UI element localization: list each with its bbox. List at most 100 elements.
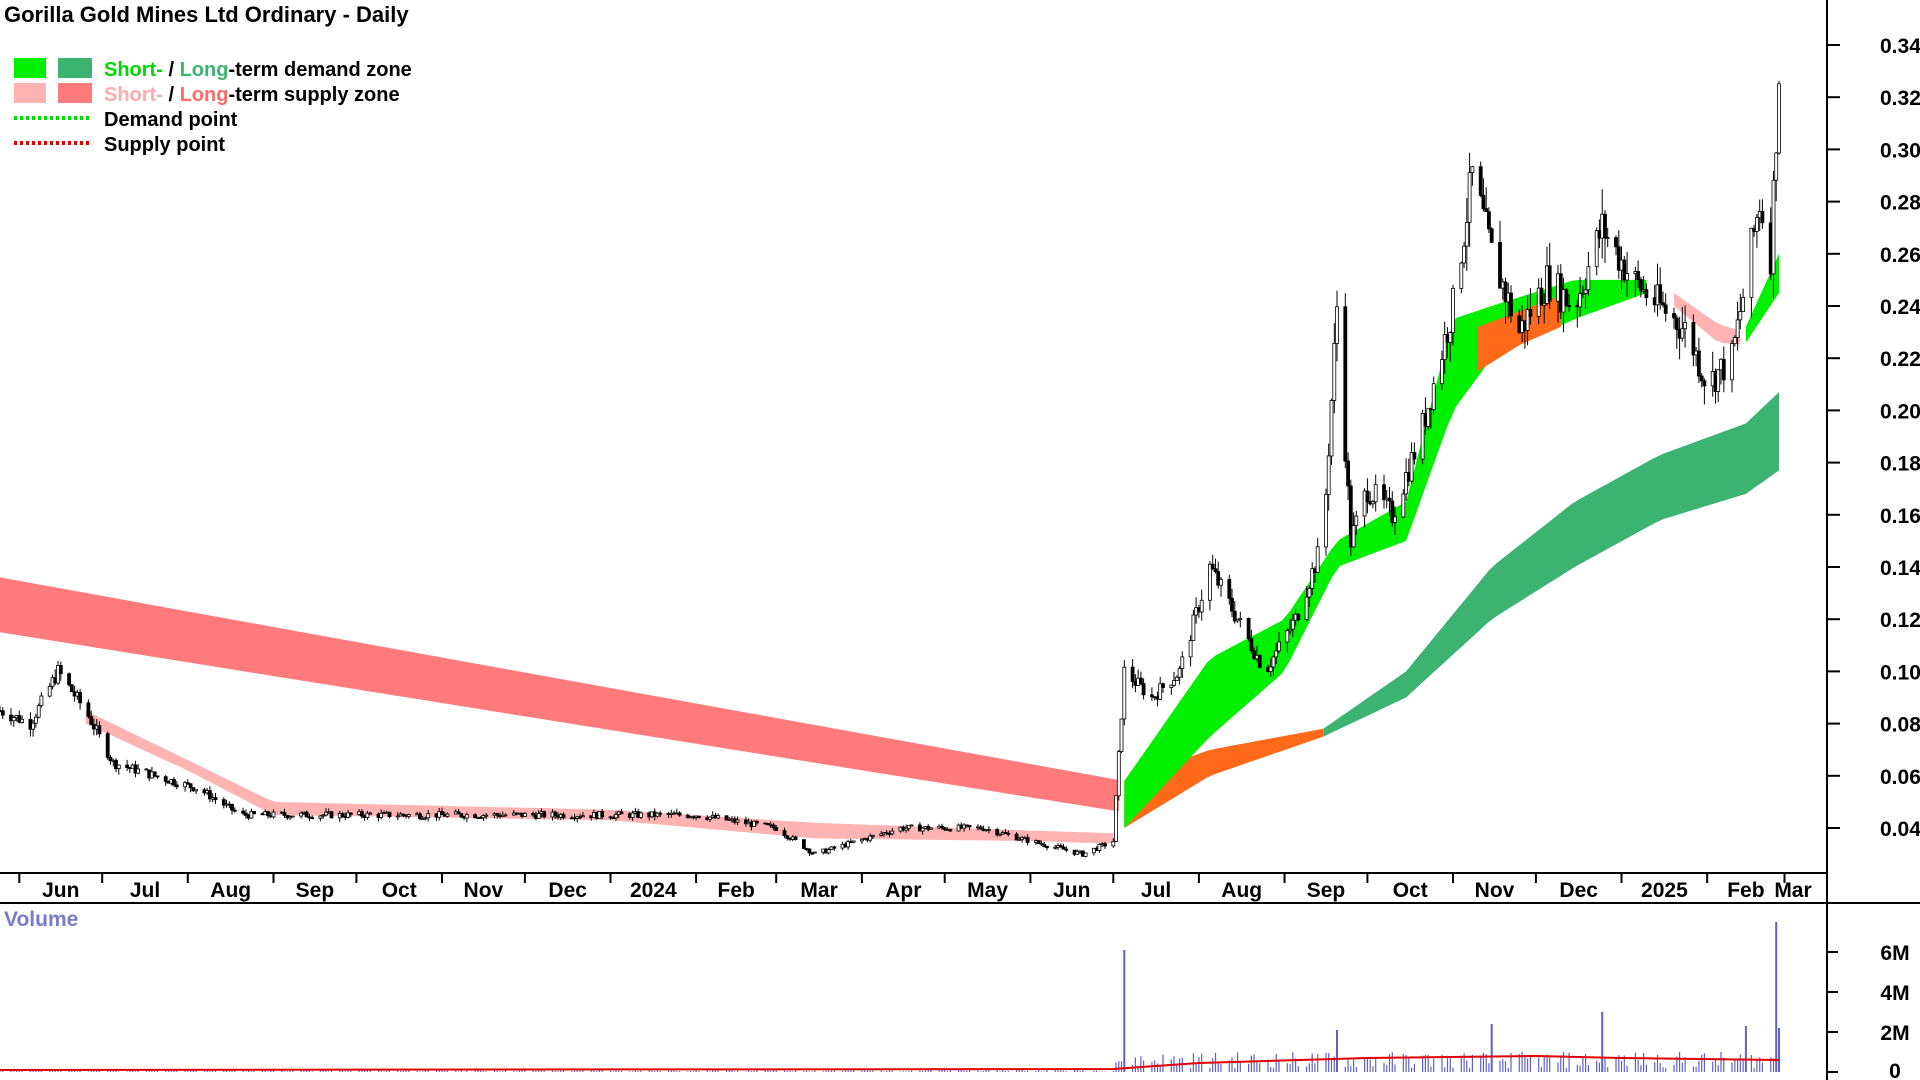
candle-body xyxy=(868,835,873,841)
chart-title: Gorilla Gold Mines Ltd Ordinary - Daily xyxy=(4,2,409,27)
x-tick-label: 2025 xyxy=(1641,879,1688,902)
candle-body xyxy=(163,776,168,782)
candle-body xyxy=(290,815,295,818)
candle-body xyxy=(155,775,160,778)
candle-body xyxy=(1103,843,1107,847)
candle-body xyxy=(310,817,315,819)
candle-body xyxy=(1738,311,1743,321)
candle-body xyxy=(36,705,41,718)
candle-body xyxy=(1172,680,1176,686)
candle-body xyxy=(1489,228,1494,243)
candle-body xyxy=(1614,237,1618,248)
candle-body xyxy=(600,811,605,818)
candle-body xyxy=(1431,383,1436,411)
candle-body xyxy=(619,811,624,815)
y-tick-label: 0.14 xyxy=(1880,557,1920,580)
candle-body xyxy=(78,692,82,704)
candle-body xyxy=(1130,666,1135,682)
candle-body xyxy=(1680,328,1685,339)
candle-body xyxy=(1061,846,1066,850)
candle-body xyxy=(1119,718,1124,752)
candle-body xyxy=(89,716,94,725)
legend-supply-rest: -term supply zone xyxy=(228,84,399,106)
candle-body xyxy=(1227,579,1232,599)
candle-body xyxy=(503,814,508,817)
candle-body xyxy=(1346,460,1350,487)
candle-body xyxy=(1639,279,1643,292)
candle-body xyxy=(348,812,353,815)
candle-body xyxy=(1699,375,1704,382)
candle-body xyxy=(1161,683,1165,688)
candle-body xyxy=(1451,287,1455,333)
candle-body xyxy=(213,797,218,801)
candle-body xyxy=(846,841,850,848)
candle-body xyxy=(1141,683,1146,696)
candle-body xyxy=(1448,332,1453,343)
candle-body xyxy=(697,815,701,819)
legend-supply-short-text: Short- xyxy=(104,84,163,106)
y-tick-label: 0.34 xyxy=(1880,35,1920,58)
long-term-supply-zone xyxy=(0,577,1119,812)
candle-body xyxy=(1252,650,1256,659)
candle-body xyxy=(1111,841,1116,847)
candle-body xyxy=(1180,656,1185,670)
zones-layer xyxy=(0,253,1779,844)
candle-body xyxy=(1730,343,1734,381)
candle-body xyxy=(1285,630,1290,643)
candle-body xyxy=(1412,451,1417,460)
volume-tick-label: 0 xyxy=(1889,1060,1901,1080)
candle-body xyxy=(1097,844,1102,851)
candle-body xyxy=(1442,334,1447,361)
candle-body xyxy=(282,812,287,816)
candle-body xyxy=(1567,305,1571,307)
legend-demand-long-text: Long xyxy=(180,59,229,81)
legend-demand-zone-label: Short- / Long-term demand zone xyxy=(104,59,412,81)
candle-body xyxy=(909,824,914,827)
long-term-transition-zone xyxy=(1124,728,1324,828)
candle-body xyxy=(1616,246,1621,271)
long-term-demand-zone xyxy=(1323,392,1779,737)
candle-body xyxy=(368,812,373,815)
candle-body xyxy=(304,811,309,818)
candle-body xyxy=(1335,306,1339,344)
x-tick-label: Feb xyxy=(1727,879,1764,902)
candle-body xyxy=(1371,501,1375,505)
candle-body xyxy=(940,825,944,829)
legend-long-demand-swatch xyxy=(58,58,92,78)
x-tick-label: Sep xyxy=(1307,879,1346,902)
candle-body xyxy=(1467,172,1472,223)
candle-body xyxy=(230,803,234,811)
x-tick-label: Jul xyxy=(130,879,160,902)
y-tick-label: 0.10 xyxy=(1880,661,1920,684)
x-tick-label: Dec xyxy=(548,879,587,902)
candle-body xyxy=(1150,694,1154,698)
candle-body xyxy=(69,684,74,693)
legend: Short- / Long-term demand zone Short- / … xyxy=(14,58,412,156)
y-tick-label: 0.20 xyxy=(1880,400,1920,423)
candle-body xyxy=(807,848,812,854)
candle-body xyxy=(456,811,461,815)
candles-layer xyxy=(0,80,1781,858)
candle-body xyxy=(998,833,1002,836)
candle-body xyxy=(542,811,547,818)
candle-body xyxy=(785,835,790,839)
candle-body xyxy=(1420,412,1425,460)
candle-body xyxy=(708,816,712,820)
candle-body xyxy=(11,717,16,722)
candle-body xyxy=(810,852,815,855)
legend-demand-point-label: Demand point xyxy=(104,109,238,131)
y-tick-label: 0.26 xyxy=(1880,244,1920,267)
candle-body xyxy=(105,733,110,758)
candle-body xyxy=(1426,408,1431,427)
candle-body xyxy=(1470,166,1475,173)
short-term-supply-zone xyxy=(85,710,1114,844)
candle-body xyxy=(1290,619,1295,630)
candle-body xyxy=(1464,221,1469,247)
candle-body xyxy=(752,820,756,827)
candle-body xyxy=(1409,451,1414,482)
candle-body xyxy=(318,815,323,819)
candle-body xyxy=(1509,292,1513,317)
y-tick-label: 0.12 xyxy=(1880,609,1920,632)
x-tick-label: Oct xyxy=(1393,879,1428,902)
candle-body xyxy=(1603,213,1607,239)
